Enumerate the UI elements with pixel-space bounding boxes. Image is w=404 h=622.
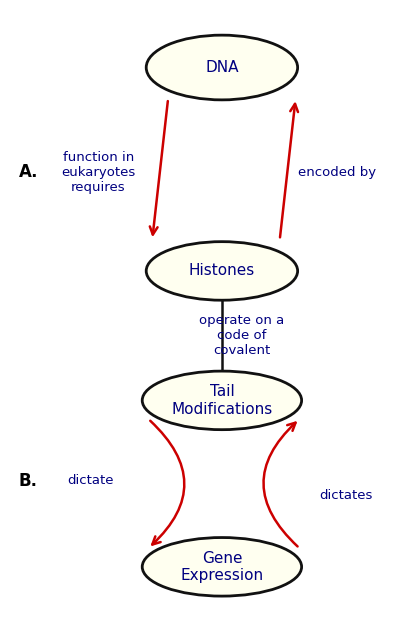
- Ellipse shape: [146, 242, 298, 300]
- Text: DNA: DNA: [205, 60, 239, 75]
- Ellipse shape: [142, 537, 302, 596]
- Text: Histones: Histones: [189, 264, 255, 279]
- Text: dictates: dictates: [319, 490, 372, 503]
- Text: Tail
Modifications: Tail Modifications: [171, 384, 273, 417]
- Text: B.: B.: [19, 471, 38, 490]
- Text: encoded by: encoded by: [299, 166, 377, 179]
- Text: operate on a
code of
covalent: operate on a code of covalent: [199, 314, 284, 357]
- Ellipse shape: [142, 371, 302, 430]
- Text: A.: A.: [19, 164, 38, 181]
- Text: dictate: dictate: [67, 474, 114, 487]
- Text: function in
eukaryotes
requires: function in eukaryotes requires: [61, 151, 135, 194]
- Text: Gene
Expression: Gene Expression: [180, 550, 263, 583]
- Ellipse shape: [146, 35, 298, 100]
